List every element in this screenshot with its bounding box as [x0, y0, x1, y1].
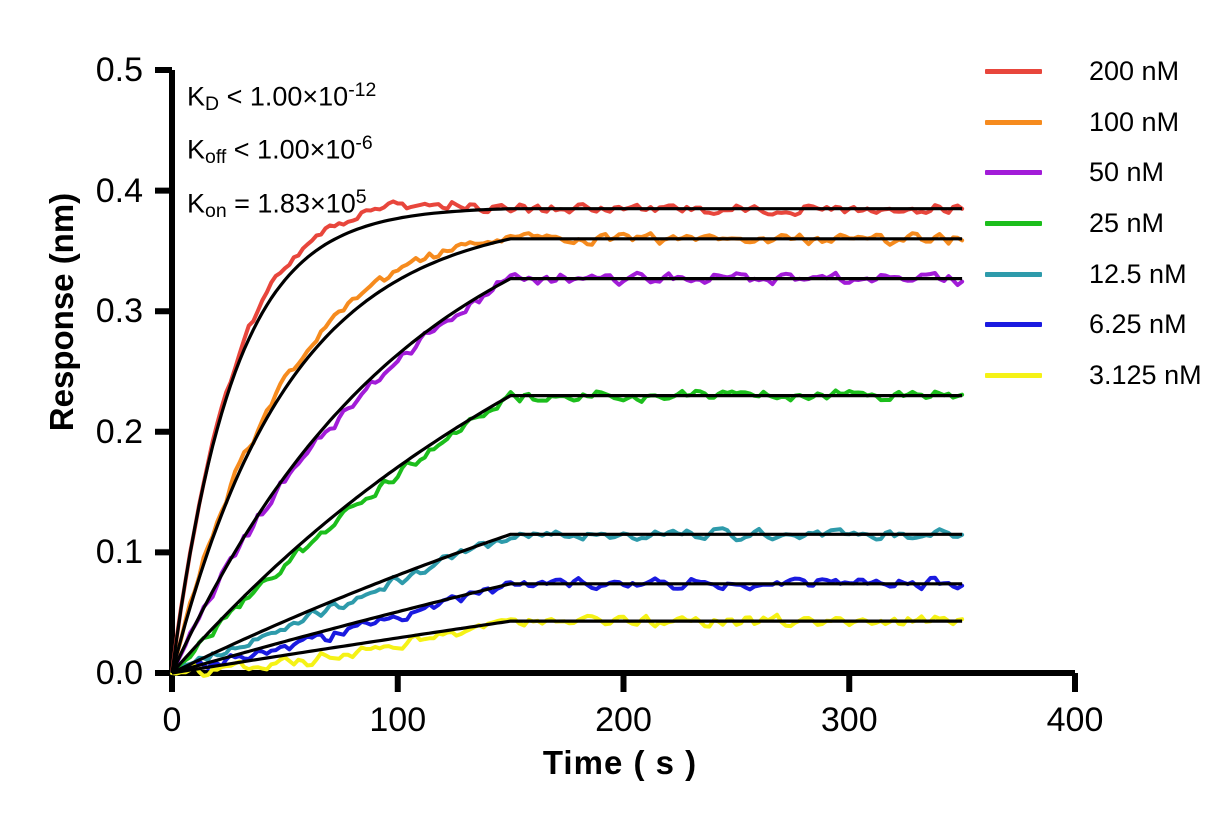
x-tick-label: 200: [595, 701, 652, 739]
legend-item-12.5-nM: 12.5 nM: [985, 249, 1202, 300]
legend-line-swatch: [985, 119, 1042, 125]
series-trace-50-nM: [170, 270, 965, 675]
y-tick-label: 0.0: [95, 654, 143, 692]
fit-curve-6.25-nM: [171, 582, 963, 675]
legend-item-25-nM: 25 nM: [985, 198, 1202, 249]
legend-line-swatch: [985, 170, 1042, 176]
x-tick-label: 400: [1046, 701, 1104, 739]
legend-line-swatch: [985, 220, 1042, 226]
legend-line-swatch: [985, 372, 1042, 378]
legend-item-50-nM: 50 nM: [985, 147, 1202, 198]
legend-label: 200 nM: [1089, 55, 1180, 86]
legend-item-3.125-nM: 3.125 nM: [985, 350, 1202, 401]
x-tick-label: 0: [162, 701, 182, 739]
legend-label: 6.25 nM: [1089, 309, 1187, 340]
kon-annotation: Kon = 1.83×105: [187, 185, 367, 222]
x-tick-label: 300: [820, 701, 878, 739]
legend-label: 12.5 nM: [1089, 258, 1187, 289]
legend-item-100-nM: 100 nM: [985, 97, 1202, 148]
legend-line-swatch: [985, 271, 1042, 277]
y-tick-label: 0.2: [95, 412, 143, 451]
fit-curve-50-nM: [170, 277, 963, 674]
legend-label: 100 nM: [1089, 106, 1180, 137]
fit-curve-12.5-nM: [171, 532, 963, 675]
series-trace-100-nM: [170, 231, 965, 675]
fit-curve-25-nM: [170, 394, 963, 675]
x-tick-label: 100: [369, 701, 427, 739]
legend-line-swatch: [985, 322, 1042, 328]
kd-annotation: KD < 1.00×10-12: [187, 79, 377, 115]
y-tick-label: 0.3: [95, 292, 143, 331]
fit-curve-200-nM: [170, 207, 963, 674]
series-trace-12.5-nM: [170, 526, 965, 675]
x-axis-title: Time ( s ): [542, 744, 698, 781]
legend-label: 50 nM: [1089, 157, 1165, 188]
fit-curve-3.125-nM: [171, 619, 963, 675]
koff-annotation: Koff < 1.00×10-6: [187, 132, 373, 169]
kinetics-annotation: KD < 1.00×10-12 Koff < 1.00×10-6 Kon = 1…: [187, 71, 376, 231]
y-axis-title: Response (nm): [43, 192, 80, 432]
legend-item-200-nM: 200 nM: [985, 46, 1202, 97]
legend-label: 3.125 nM: [1089, 359, 1202, 390]
fit-curve-100-nM: [170, 237, 963, 674]
y-tick-label: 0.5: [95, 51, 143, 89]
legend-item-6.25-nM: 6.25 nM: [985, 299, 1202, 350]
legend-line-swatch: [985, 68, 1042, 74]
y-tick-label: 0.1: [95, 533, 143, 572]
y-tick-label: 0.4: [95, 171, 143, 210]
legend-label: 25 nM: [1089, 207, 1165, 238]
legend: 200 nM 100 nM 50 nM 25 nM 12.5 nM 6.25 nM 3.12…: [985, 46, 1202, 401]
